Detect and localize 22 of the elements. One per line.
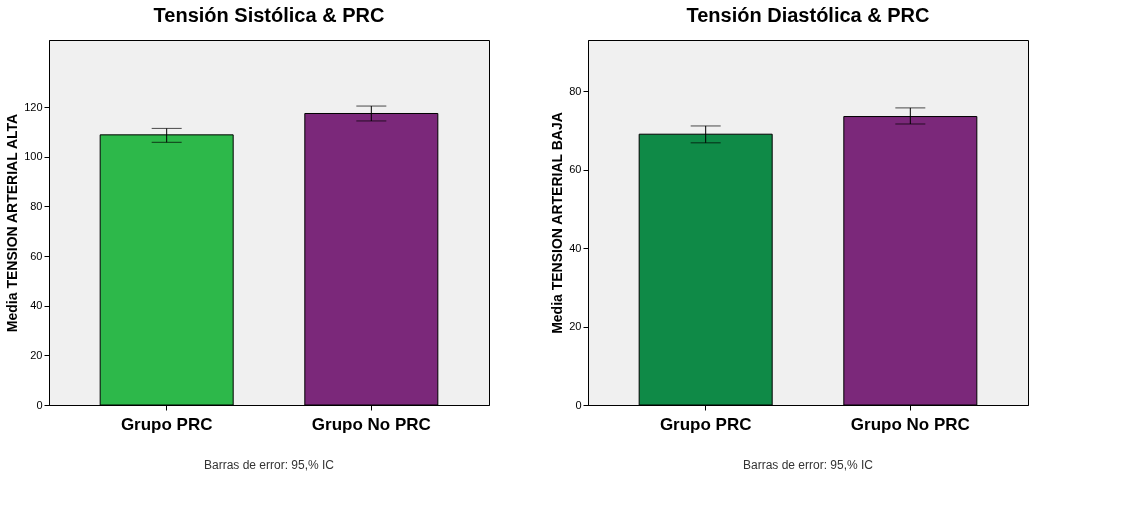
y-tick-label: 20 [569, 320, 582, 333]
y-tick-label: 0 [575, 398, 582, 411]
text: Barras de error: 95,% IC [742, 458, 874, 472]
chart-title: Tensión Sistólica & PRC [153, 4, 385, 26]
y-tick-label: 60 [30, 249, 43, 262]
x-tick-label: Grupo No PRC [850, 414, 970, 434]
x-tick-label: Grupo PRC [120, 414, 213, 434]
y-tick-label: 80 [30, 199, 43, 212]
y-tick-label: 100 [24, 150, 43, 163]
y-tick-label: 20 [30, 348, 43, 361]
x-tick-label: Grupo PRC [659, 414, 752, 434]
y-tick-label: 80 [569, 84, 582, 97]
y-tick-label: 120 [24, 100, 43, 113]
x-tick-label: Grupo No PRC [311, 414, 431, 434]
text: Barras de error: 95,% IC [203, 458, 335, 472]
chart-title: Tensión Diastólica & PRC [686, 4, 930, 26]
y-axis-title: Media TENSION ARTERIAL ALTA [4, 113, 21, 333]
y-tick-label: 40 [30, 299, 43, 312]
y-axis-title: Media TENSION ARTERIAL BAJA [549, 112, 566, 334]
y-tick-label: 60 [569, 163, 582, 176]
y-tick-label: 0 [36, 398, 43, 411]
y-tick-label: 40 [569, 241, 582, 254]
